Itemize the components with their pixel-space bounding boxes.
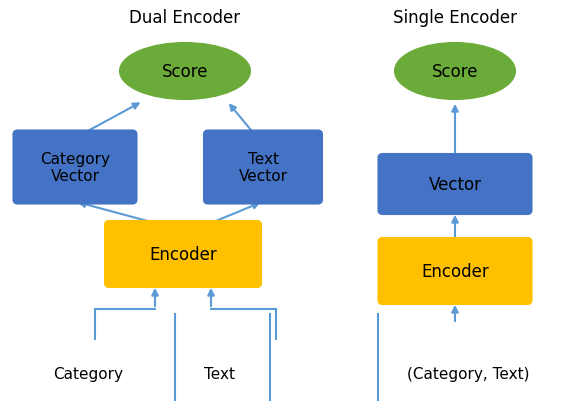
Text: Text
Vector: Text Vector: [239, 152, 288, 184]
Text: Score: Score: [432, 63, 478, 81]
FancyBboxPatch shape: [378, 239, 531, 304]
Text: Dual Encoder: Dual Encoder: [129, 9, 241, 27]
Text: Text: Text: [205, 367, 236, 381]
Text: Single Encoder: Single Encoder: [393, 9, 517, 27]
Ellipse shape: [120, 44, 250, 100]
FancyBboxPatch shape: [14, 131, 136, 204]
FancyBboxPatch shape: [204, 131, 322, 204]
Text: Score: Score: [162, 63, 208, 81]
Text: (Category, Text): (Category, Text): [407, 367, 529, 381]
Text: Category
Vector: Category Vector: [40, 152, 110, 184]
Ellipse shape: [395, 44, 515, 100]
Text: Encoder: Encoder: [421, 262, 489, 280]
Text: Encoder: Encoder: [149, 245, 217, 263]
FancyBboxPatch shape: [378, 155, 531, 215]
FancyBboxPatch shape: [105, 221, 261, 287]
Text: Vector: Vector: [429, 176, 482, 194]
Text: Category: Category: [53, 367, 123, 381]
